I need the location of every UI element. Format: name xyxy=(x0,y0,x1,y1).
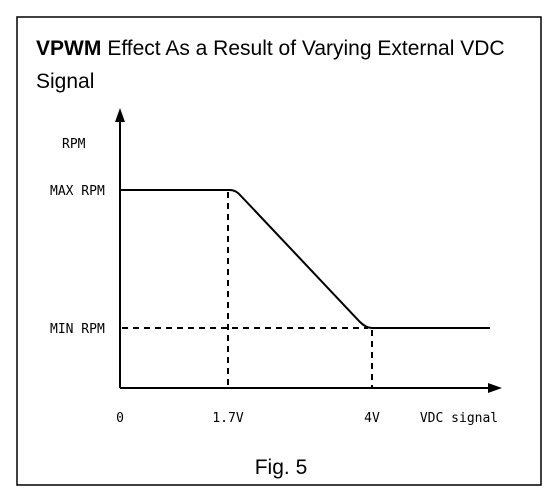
y-arrow xyxy=(115,108,125,122)
x-tick-label: 1.7V xyxy=(212,411,243,426)
rpm-curve xyxy=(120,189,490,329)
x-tick-label: 4V xyxy=(364,411,380,426)
frame xyxy=(16,16,542,486)
title-rest: Effect As a Result of Varying External V… xyxy=(107,37,504,60)
y-tick-label: MAX RPM xyxy=(50,184,105,199)
y-axis-label: RPM xyxy=(62,137,86,152)
caption: Fig. 5 xyxy=(255,456,308,479)
title-line-1: VPWM Effect As a Result of Varying Extern… xyxy=(36,37,505,60)
x-tick-label: 0 xyxy=(116,411,124,426)
x-axis-label: VDC signal xyxy=(420,411,498,426)
title-line-2: Signal xyxy=(36,70,94,93)
x-arrow xyxy=(488,383,502,393)
title-bold: VPWM xyxy=(36,37,101,60)
y-tick-label: MIN RPM xyxy=(50,322,105,337)
